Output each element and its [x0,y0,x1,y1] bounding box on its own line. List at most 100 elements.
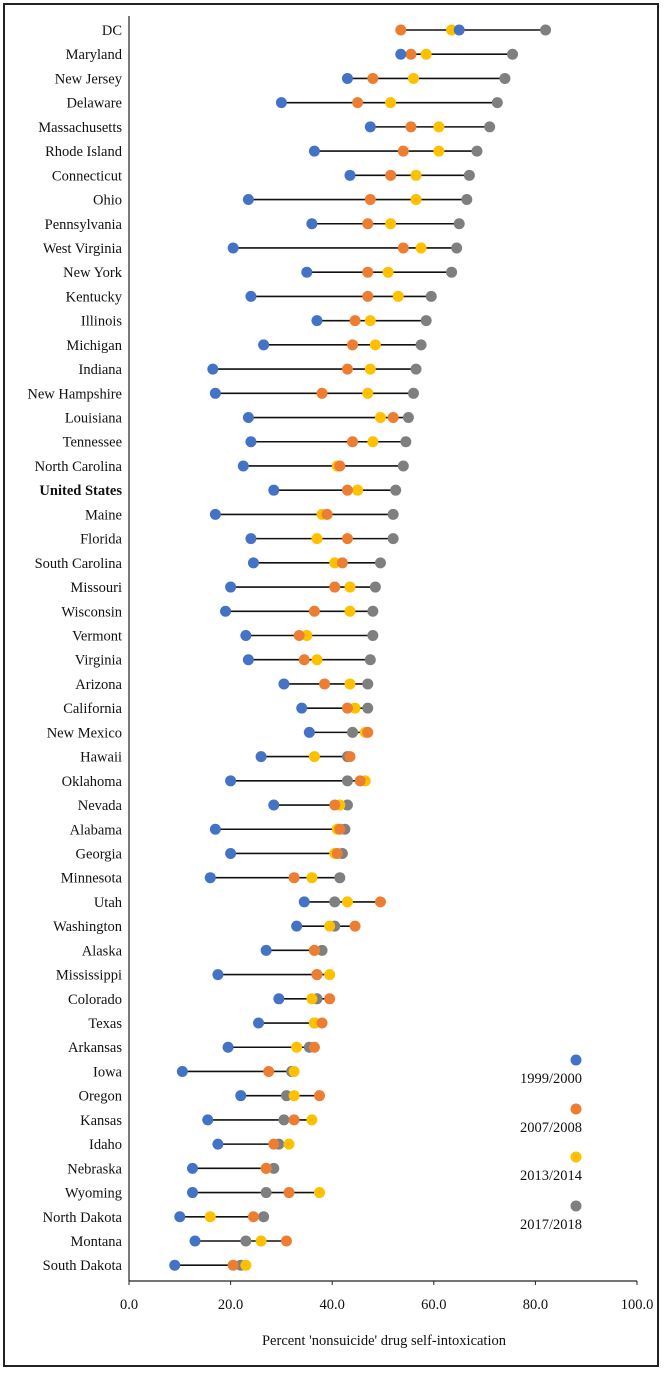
point-new-hampshire-2017-2018 [407,387,419,399]
point-delaware-2017-2018 [491,97,503,109]
point-wisconsin-2013-2014 [344,605,356,617]
category-label-dc: DC [102,23,122,39]
row-delaware: Delaware [66,96,503,112]
point-new-mexico-2007-2008 [362,726,374,738]
point-ohio-2007-2008 [364,194,376,206]
point-connecticut-1999-2000 [344,169,356,181]
point-utah-2017-2018 [329,896,341,908]
row-missouri: Missouri [70,580,381,596]
row-idaho: Idaho [89,1137,295,1153]
row-wisconsin: Wisconsin [61,604,379,620]
point-wyoming-2017-2018 [260,1187,272,1199]
point-kentucky-2007-2008 [362,290,374,302]
row-united-states: United States [39,483,402,499]
row-louisiana: Louisiana [65,411,414,427]
row-alaska: Alaska [82,943,328,959]
x-tick-label-60: 60.0 [421,1297,446,1313]
point-nevada-1999-2000 [268,799,280,811]
point-tennessee-2007-2008 [347,436,359,448]
legend-marker [570,1200,582,1212]
point-texas-2007-2008 [316,1017,328,1029]
category-label-delaware: Delaware [66,96,122,112]
row-ohio: Ohio [93,193,473,209]
row-kentucky: Kentucky [66,289,437,305]
point-kansas-2017-2018 [278,1114,290,1126]
point-south-carolina-2007-2008 [336,557,348,569]
category-label-virginia: Virginia [75,653,123,669]
chart-frame [3,3,659,1367]
point-arizona-2013-2014 [344,678,356,690]
category-label-alaska: Alaska [82,943,123,959]
point-florida-2017-2018 [387,533,399,545]
category-label-south-dakota: South Dakota [43,1258,123,1274]
point-north-carolina-2007-2008 [334,460,346,472]
point-oregon-1999-2000 [235,1090,247,1102]
point-wisconsin-2007-2008 [308,605,320,617]
point-west-virginia-2017-2018 [451,242,463,254]
row-virginia: Virginia [75,653,376,669]
row-georgia: Georgia [76,846,348,862]
point-new-york-2017-2018 [446,266,458,278]
row-north-carolina: North Carolina [35,459,409,475]
point-maine-2017-2018 [387,508,399,520]
category-label-texas: Texas [88,1016,122,1032]
x-tick-label-0: 0.0 [120,1297,138,1313]
row-new-york: New York [63,265,458,281]
row-michigan: Michigan [66,338,427,354]
point-mississippi-1999-2000 [212,969,224,981]
row-nebraska: Nebraska [67,1161,280,1177]
x-tick-label-20: 20.0 [218,1297,243,1313]
point-ohio-1999-2000 [242,194,254,206]
row-mississippi: Mississippi [56,968,336,984]
point-kentucky-2013-2014 [392,290,404,302]
rows-layer: DC Maryland New Jersey Delaware Massachusett… [27,23,552,1274]
point-massachusetts-2013-2014 [433,121,445,133]
row-arizona: Arizona [75,677,374,693]
category-label-pennsylvania: Pennsylvania [45,217,123,233]
point-south-carolina-2017-2018 [374,557,386,569]
point-north-carolina-2017-2018 [397,460,409,472]
legend-label: 2007/2008 [520,1120,582,1136]
point-colorado-2013-2014 [306,993,318,1005]
row-utah: Utah [94,895,386,911]
x-tick-label-80: 80.0 [523,1297,548,1313]
point-kansas-2007-2008 [288,1114,300,1126]
point-michigan-2013-2014 [369,339,381,351]
point-vermont-2007-2008 [293,630,305,641]
point-nevada-2007-2008 [329,799,341,811]
point-virginia-2007-2008 [298,654,310,666]
x-axis-label: Percent 'nonsuicide' drug self-intoxicat… [262,1333,507,1349]
point-vermont-2017-2018 [367,630,379,641]
point-missouri-2013-2014 [344,581,356,593]
point-delaware-2013-2014 [385,97,397,109]
point-new-mexico-1999-2000 [303,726,315,738]
row-florida: Florida [80,532,399,548]
point-pennsylvania-2017-2018 [453,218,465,230]
category-label-maine: Maine [85,507,122,523]
point-south-dakota-1999-2000 [169,1259,181,1271]
category-label-indiana: Indiana [79,362,123,378]
category-label-new-mexico: New Mexico [47,725,122,741]
point-connecticut-2013-2014 [410,169,422,181]
point-rhode-island-2013-2014 [433,145,445,157]
point-montana-2007-2008 [280,1235,292,1247]
point-california-1999-2000 [296,702,308,714]
x-tick-label-100: 100.0 [621,1297,654,1313]
point-new-hampshire-1999-2000 [209,387,221,399]
row-iowa: Iowa [93,1064,300,1080]
category-label-missouri: Missouri [70,580,122,596]
point-new-york-1999-2000 [301,266,313,278]
category-label-wyoming: Wyoming [65,1186,122,1202]
point-north-dakota-2013-2014 [204,1211,216,1223]
row-minnesota: Minnesota [61,871,346,887]
row-pennsylvania: Pennsylvania [45,217,465,233]
point-new-jersey-1999-2000 [341,72,353,84]
point-alaska-2007-2008 [308,944,320,956]
category-label-vermont: Vermont [72,629,122,645]
point-nebraska-2017-2018 [268,1162,280,1174]
point-oregon-2007-2008 [314,1090,325,1102]
legend-item-2017-2018: 2017/2018 [520,1200,582,1233]
row-wyoming: Wyoming [65,1186,325,1202]
point-nebraska-2007-2008 [260,1162,272,1174]
